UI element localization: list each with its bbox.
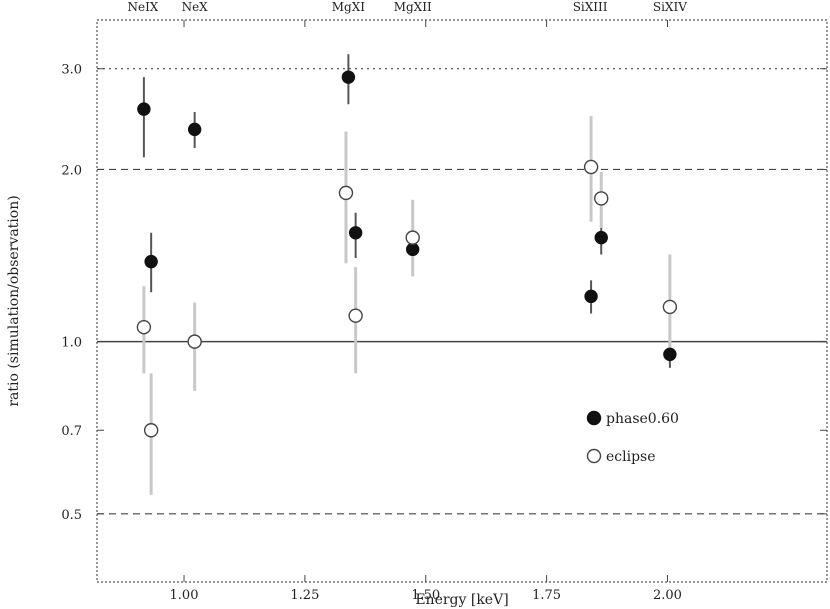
data-point-phase	[405, 242, 420, 257]
y-tick-label: 1.0	[61, 336, 82, 351]
line-label: NeX	[182, 0, 209, 14]
data-point-eclipse	[338, 185, 354, 201]
legend-label-eclipse: eclipse	[606, 449, 656, 465]
error-bars	[142, 54, 672, 495]
data-markers	[136, 70, 678, 438]
line-label: MgXI	[332, 0, 366, 14]
data-point-eclipse	[187, 334, 202, 349]
x-axis-ticks: 1.00 1.25 1.50 1.75 2.00	[170, 20, 682, 603]
data-point-phase	[187, 122, 202, 137]
data-point-phase	[137, 102, 151, 116]
y-tick-label: 0.7	[61, 424, 82, 439]
data-point-phase	[663, 347, 677, 362]
data-point-eclipse	[143, 423, 159, 438]
data-point-eclipse	[136, 319, 152, 335]
x-tick-label: 1.75	[532, 588, 561, 603]
x-axis-title: Energy [keV]	[415, 592, 508, 608]
legend-marker-eclipse	[586, 448, 602, 464]
data-point-phase	[594, 230, 608, 245]
line-label: SiXIII	[573, 0, 608, 14]
reference-lines	[97, 68, 827, 515]
y-tick-label: 2.0	[61, 163, 82, 178]
y-tick-label: 3.0	[61, 63, 82, 78]
data-point-eclipse	[348, 308, 363, 323]
line-labels: NeIX NeX MgXI MgXII SiXIII SiXIV	[127, 0, 687, 14]
data-point-eclipse	[594, 191, 609, 206]
line-label: MgXII	[394, 0, 432, 14]
data-point-phase	[341, 70, 356, 84]
data-point-phase	[584, 289, 598, 304]
x-tick-label: 1.50	[411, 588, 440, 603]
y-tick-label: 0.5	[61, 508, 82, 523]
data-point-eclipse	[662, 299, 678, 315]
y-axis-ticks: 0.5 0.7 1.0 2.0 3.0	[61, 63, 827, 523]
x-tick-label: 1.00	[170, 588, 199, 603]
line-label: SiXIV	[653, 0, 687, 14]
data-point-eclipse	[405, 230, 420, 245]
x-tick-label: 2.00	[653, 588, 682, 603]
data-point-phase	[348, 226, 363, 240]
y-axis-title: ratio (simulation/observation)	[6, 195, 22, 406]
legend: phase0.60 eclipse	[586, 410, 679, 465]
legend-marker-phase	[586, 410, 602, 426]
x-tick-label: 1.25	[290, 588, 319, 603]
data-point-phase	[144, 254, 158, 269]
plot-frame	[96, 19, 828, 583]
legend-label-phase: phase0.60	[606, 411, 679, 427]
data-point-eclipse	[583, 159, 599, 175]
line-label: NeIX	[127, 0, 158, 14]
